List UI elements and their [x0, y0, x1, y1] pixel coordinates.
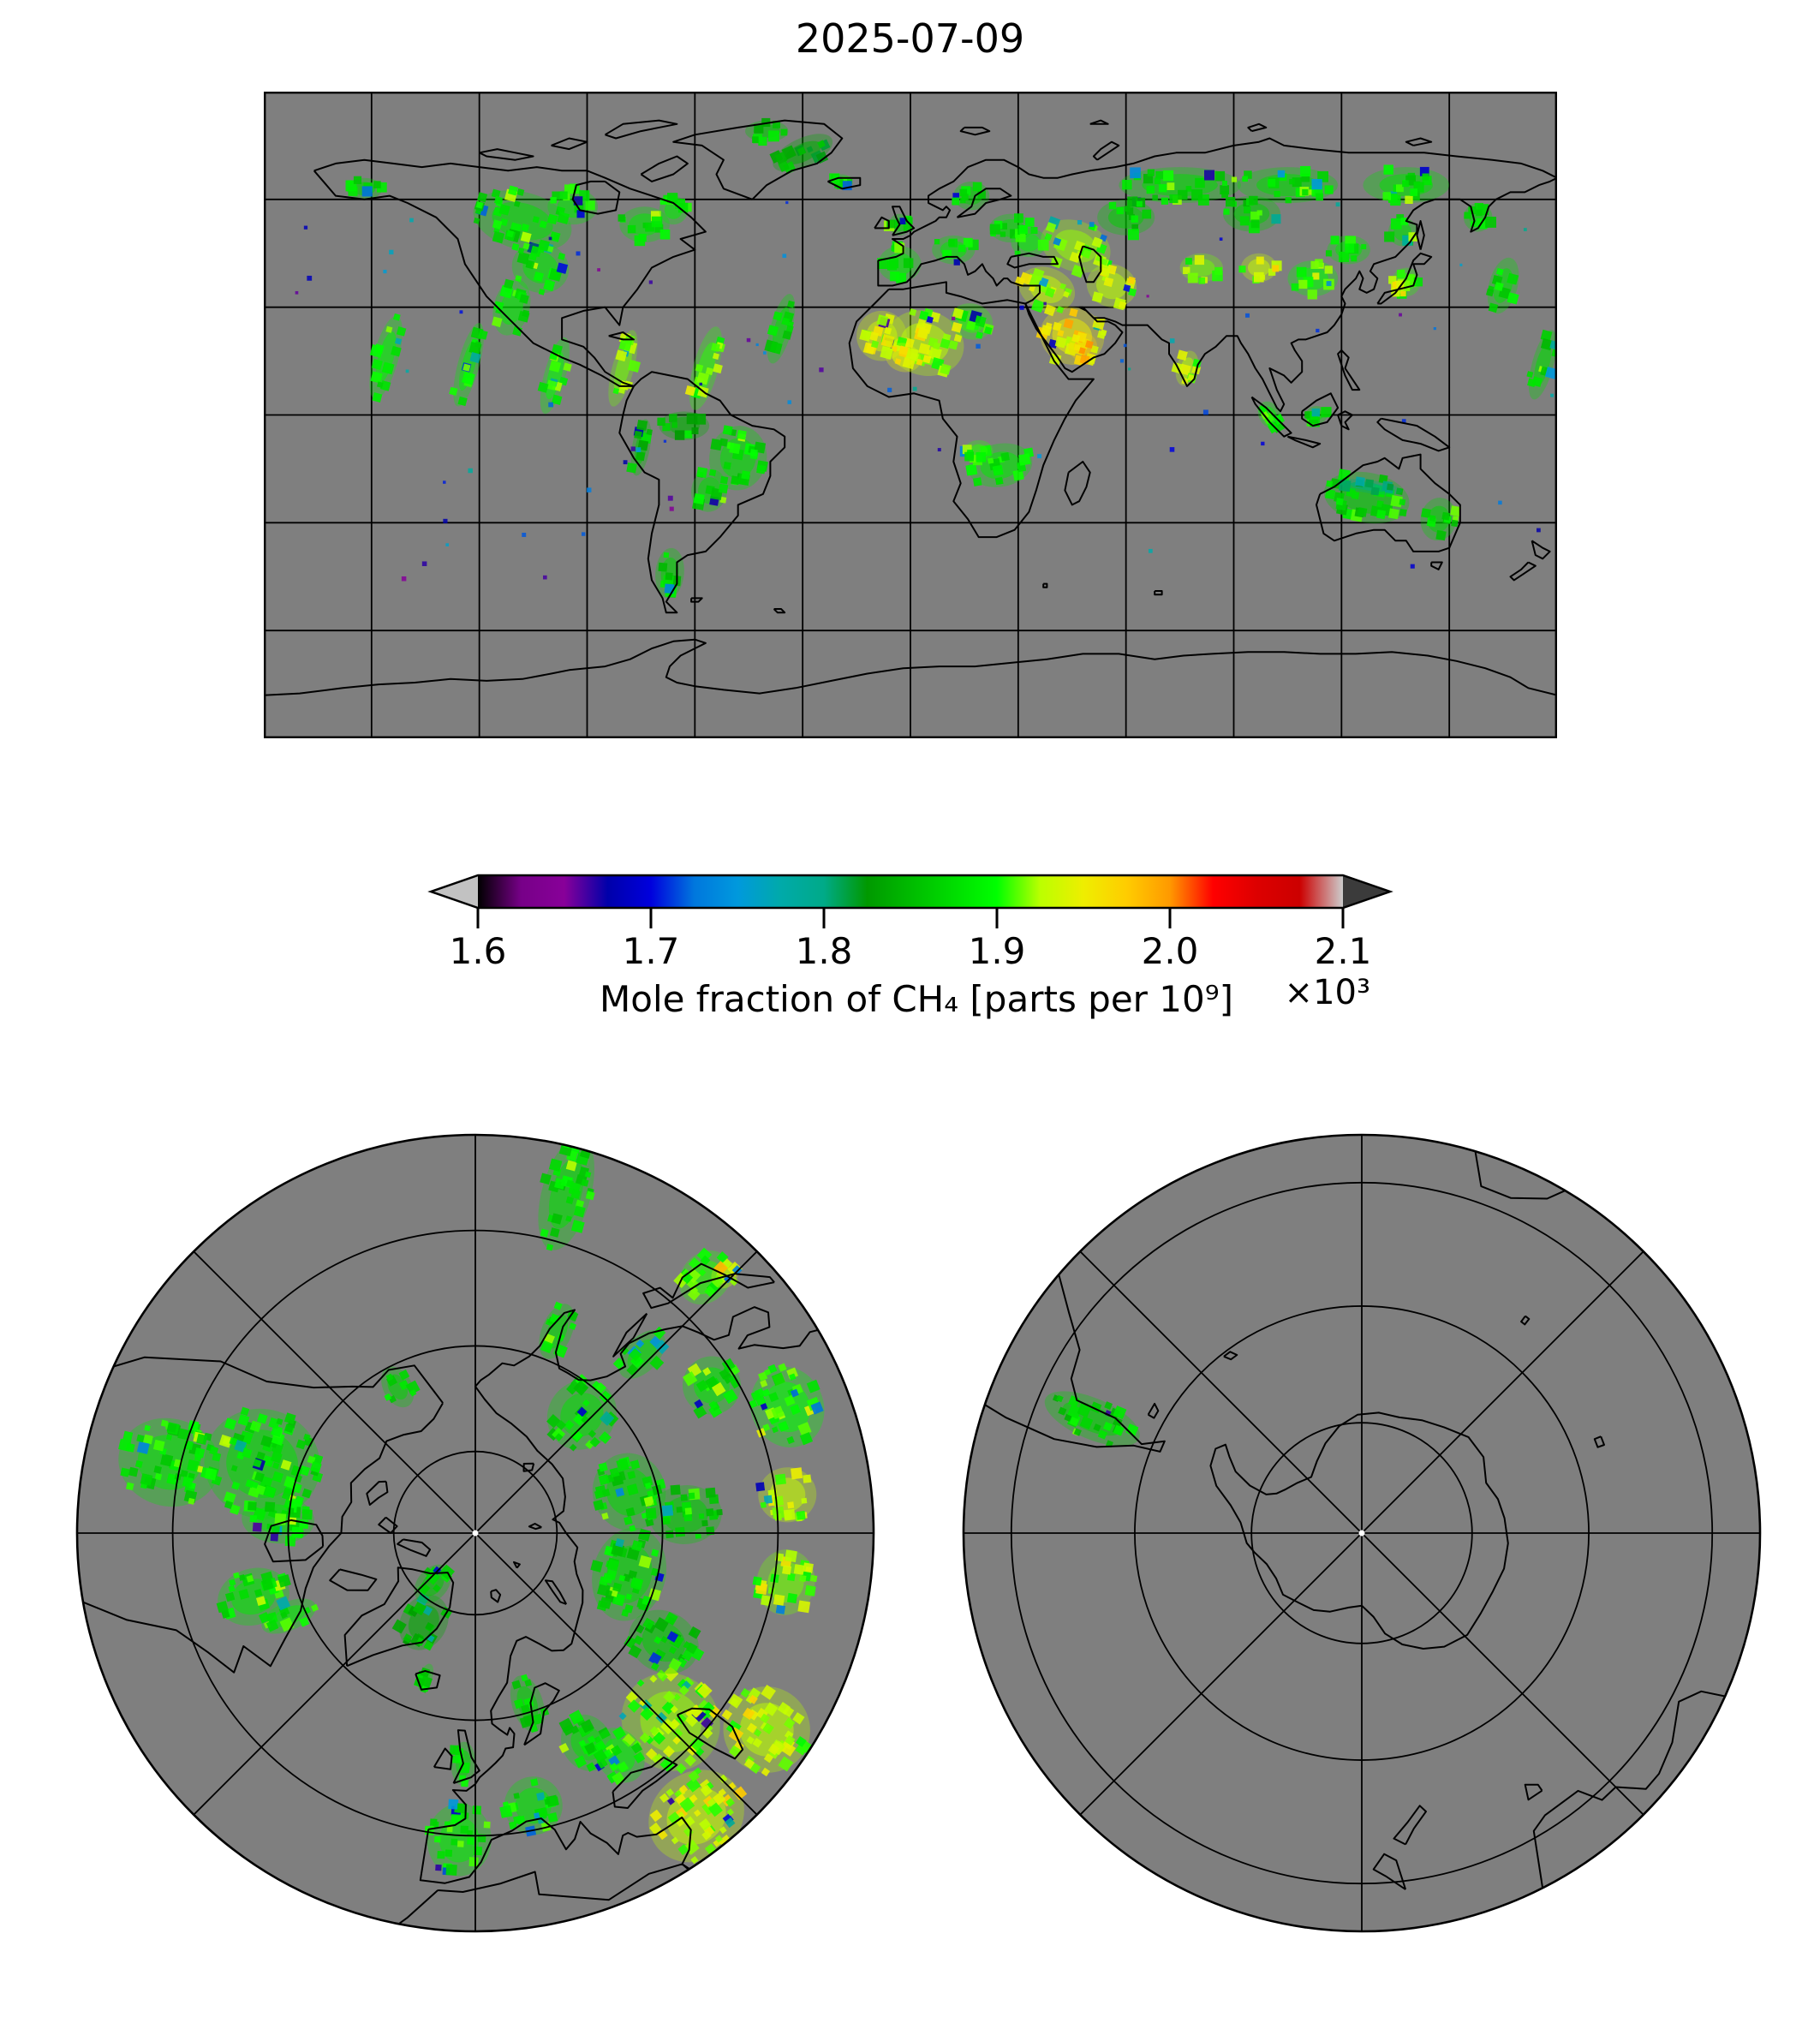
colorbar [427, 874, 1393, 928]
figure-title: 2025-07-09 [795, 15, 1025, 62]
colorbar-tick: 2.1 [1314, 930, 1372, 972]
colorbar-tick: 2.0 [1141, 930, 1199, 972]
north-polar-map-panel [75, 1133, 875, 1933]
colorbar-tick: 1.8 [795, 930, 853, 972]
south-polar-map-panel [962, 1133, 1762, 1933]
world-map-panel [264, 92, 1557, 738]
colorbar-label: Mole fraction of CH₄ [parts per 10⁹] [600, 978, 1233, 1020]
colorbar-offset-text: ×10³ [1284, 973, 1370, 1012]
colorbar-tick: 1.9 [968, 930, 1026, 972]
colorbar-tick: 1.7 [622, 930, 680, 972]
colorbar-tick: 1.6 [449, 930, 507, 972]
